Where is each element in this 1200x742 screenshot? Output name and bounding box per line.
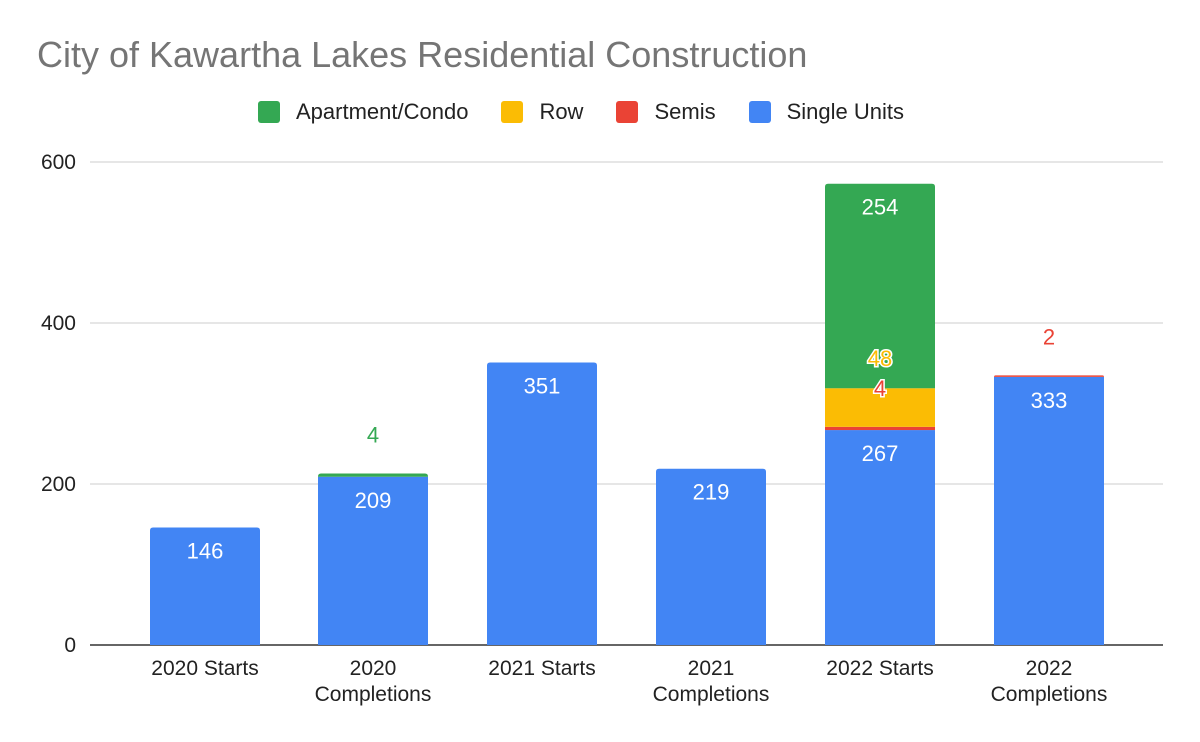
- bar-segment: [656, 468, 766, 645]
- legend-swatch: [258, 101, 280, 123]
- x-tick-label: Completions: [653, 683, 770, 706]
- data-label: 2: [1043, 324, 1055, 349]
- data-label: 4: [874, 376, 886, 401]
- legend-label: Apartment/Condo: [296, 99, 469, 124]
- chart-title: City of Kawartha Lakes Residential Const…: [37, 34, 808, 75]
- chart-legend: Apartment/Condo Row Semis Single Units: [258, 99, 937, 125]
- legend-label: Semis: [654, 99, 716, 124]
- bar-segment: [825, 430, 935, 645]
- bar-segment: [318, 473, 428, 477]
- y-tick-label: 200: [41, 473, 76, 496]
- legend-swatch: [748, 101, 771, 123]
- data-label: 48: [868, 346, 892, 371]
- legend-label: Single Units: [786, 99, 904, 124]
- data-label: 267: [862, 441, 899, 466]
- x-tick-label: 2020 Starts: [151, 657, 258, 680]
- data-label: 4: [367, 423, 379, 448]
- bar-segment: [994, 376, 1104, 645]
- legend-swatch: [616, 101, 639, 123]
- bar-segment: [825, 426, 935, 431]
- bar-segment: [825, 388, 935, 427]
- legend-item: Single Units: [748, 99, 904, 125]
- data-label: 219: [693, 480, 730, 505]
- legend-label: Row: [539, 99, 584, 124]
- x-tick-label: 2020: [350, 657, 397, 680]
- x-tick-label: 2022 Starts: [826, 657, 933, 680]
- data-label: 209: [355, 488, 392, 513]
- x-tick-label: Completions: [991, 683, 1108, 706]
- x-tick-label: 2021 Starts: [488, 657, 595, 680]
- bar-segment: [487, 362, 597, 645]
- legend-swatch: [501, 101, 524, 123]
- y-tick-label: 0: [64, 634, 76, 657]
- bar-segment: [825, 183, 935, 389]
- x-tick-label: 2021: [688, 657, 735, 680]
- bar-segment: [150, 527, 260, 645]
- y-tick-label: 400: [41, 312, 76, 335]
- bar-segment: [994, 375, 1104, 377]
- legend-item: Semis: [616, 99, 716, 125]
- bar-segment: [318, 476, 428, 645]
- data-label: 254: [862, 195, 899, 220]
- y-tick-label: 600: [41, 151, 76, 174]
- x-tick-label: Completions: [315, 683, 432, 706]
- legend-item: Row: [501, 99, 583, 125]
- legend-item: Apartment/Condo: [258, 99, 468, 125]
- data-label: 351: [524, 373, 561, 398]
- data-label: 333: [1031, 388, 1068, 413]
- x-tick-label: 2022: [1026, 657, 1073, 680]
- data-label: 146: [187, 538, 224, 563]
